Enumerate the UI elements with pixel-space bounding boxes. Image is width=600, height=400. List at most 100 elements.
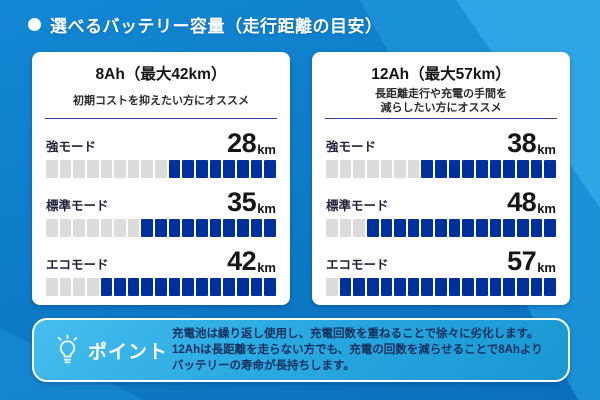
bar-segment-empty: [59, 219, 72, 237]
card-subtitle-line: 長距離走行や充電の手間を: [375, 88, 507, 100]
bar-segment-filled: [168, 278, 181, 296]
mode-value: 28 km: [227, 130, 276, 157]
distance-value: 35: [227, 187, 257, 217]
bar-segment-empty: [86, 160, 99, 178]
bar-segment-filled: [516, 160, 529, 178]
mode-value: 57 km: [507, 248, 556, 275]
bar-segment-empty: [73, 278, 85, 296]
bar-segment-filled: [407, 219, 420, 237]
segment-bar: [326, 219, 556, 237]
card-title: 8Ah（最大42km）: [95, 66, 227, 83]
bar-segment-empty: [59, 160, 72, 178]
bar-segment-filled: [476, 278, 488, 296]
distance-value: 57: [507, 246, 537, 276]
battery-cards: 8Ah（最大42km） 初期コストを抑えたい方にオススメ 強モード 28 km …: [32, 52, 570, 305]
point-text-line: 充電池は繰り返し使用し、充電回数を重ねることで徐々に劣化します。: [172, 328, 539, 340]
bar-segment-filled: [264, 278, 276, 296]
bar-segment-empty: [407, 160, 420, 178]
bar-segment-filled: [544, 278, 556, 296]
bar-segment-empty: [114, 160, 126, 178]
bar-segment-empty: [46, 160, 58, 178]
bar-segment-empty: [326, 278, 338, 296]
bar-segment-filled: [366, 278, 379, 296]
mode-row-standard: 標準モード 48 km: [326, 186, 556, 237]
bar-segment-filled: [421, 278, 434, 296]
bar-segment-empty: [339, 219, 352, 237]
mode-row-eco: エコモード 57 km: [326, 245, 556, 296]
bar-segment-empty: [339, 160, 352, 178]
bar-segment-empty: [114, 219, 126, 237]
mode-label: エコモード: [46, 258, 109, 272]
bar-segment-filled: [380, 219, 393, 237]
bar-segment-filled: [407, 278, 420, 296]
divider: [45, 118, 277, 119]
bar-segment-filled: [127, 278, 140, 296]
bar-segment-empty: [100, 219, 113, 237]
segment-bar: [46, 160, 276, 178]
bar-segment-filled: [196, 278, 208, 296]
segment-bar: [326, 160, 556, 178]
bar-segment-empty: [127, 219, 140, 237]
bar-segment-empty: [73, 160, 85, 178]
bar-segment-filled: [264, 160, 276, 178]
bar-segment-filled: [196, 219, 208, 237]
bar-segment-filled: [141, 219, 154, 237]
bar-segment-filled: [236, 160, 249, 178]
bar-segment-filled: [421, 160, 434, 178]
bar-segment-filled: [100, 278, 113, 296]
segment-bar: [46, 278, 276, 296]
bar-segment-filled: [236, 278, 249, 296]
mode-label: 標準モード: [326, 199, 389, 213]
page-title: 選べるバッテリー容量（走行距離の目安）: [50, 17, 383, 36]
mode-value: 38 km: [507, 130, 556, 157]
divider: [325, 118, 557, 119]
bar-segment-empty: [127, 160, 140, 178]
bar-segment-filled: [250, 278, 263, 296]
bar-segment-filled: [394, 278, 406, 296]
bar-segment-filled: [353, 278, 365, 296]
bar-segment-empty: [353, 160, 365, 178]
bar-segment-filled: [250, 219, 263, 237]
bar-segment-filled: [168, 160, 181, 178]
bar-segment-filled: [394, 219, 406, 237]
distance-unit: km: [257, 201, 276, 216]
bar-segment-empty: [326, 160, 338, 178]
bar-segment-filled: [209, 278, 222, 296]
distance-unit: km: [537, 260, 556, 275]
bar-segment-filled: [462, 219, 475, 237]
mode-label: 標準モード: [46, 199, 109, 213]
bar-segment-filled: [182, 219, 195, 237]
lightbulb-icon: [57, 334, 78, 364]
bar-segment-filled: [530, 278, 543, 296]
distance-unit: km: [257, 142, 276, 157]
bar-segment-empty: [155, 160, 167, 178]
bar-segment-empty: [326, 219, 338, 237]
point-label-group: ポイント: [54, 334, 172, 366]
distance-value: 28: [227, 128, 257, 158]
mode-label: エコモード: [326, 258, 389, 272]
bar-segment-filled: [196, 160, 208, 178]
mode-row-strong: 強モード 28 km: [46, 127, 276, 178]
bar-segment-filled: [209, 160, 222, 178]
bar-segment-filled: [516, 219, 529, 237]
bar-segment-filled: [168, 219, 181, 237]
distance-value: 38: [507, 128, 537, 158]
distance-unit: km: [257, 260, 276, 275]
mode-row-strong: 強モード 38 km: [326, 127, 556, 178]
bar-segment-filled: [530, 219, 543, 237]
bar-segment-filled: [476, 160, 488, 178]
bar-segment-empty: [141, 160, 154, 178]
distance-value: 48: [507, 187, 537, 217]
mode-value: 35 km: [227, 189, 276, 216]
bar-segment-filled: [223, 219, 235, 237]
battery-card-12ah: 12Ah（最大57km） 長距離走行や充電の手間を 減らしたい方にオススメ 強モ…: [312, 52, 570, 305]
bar-segment-empty: [366, 160, 379, 178]
card-subtitle: 初期コストを抑えたい方にオススメ: [32, 84, 290, 118]
bar-segment-filled: [462, 278, 475, 296]
bar-segment-filled: [155, 219, 167, 237]
mode-row-eco: エコモード 42 km: [46, 245, 276, 296]
point-text-line: バッテリーの寿命が長持ちします。: [172, 360, 355, 372]
segment-bar: [326, 278, 556, 296]
bar-segment-filled: [448, 278, 461, 296]
bar-segment-empty: [394, 160, 406, 178]
